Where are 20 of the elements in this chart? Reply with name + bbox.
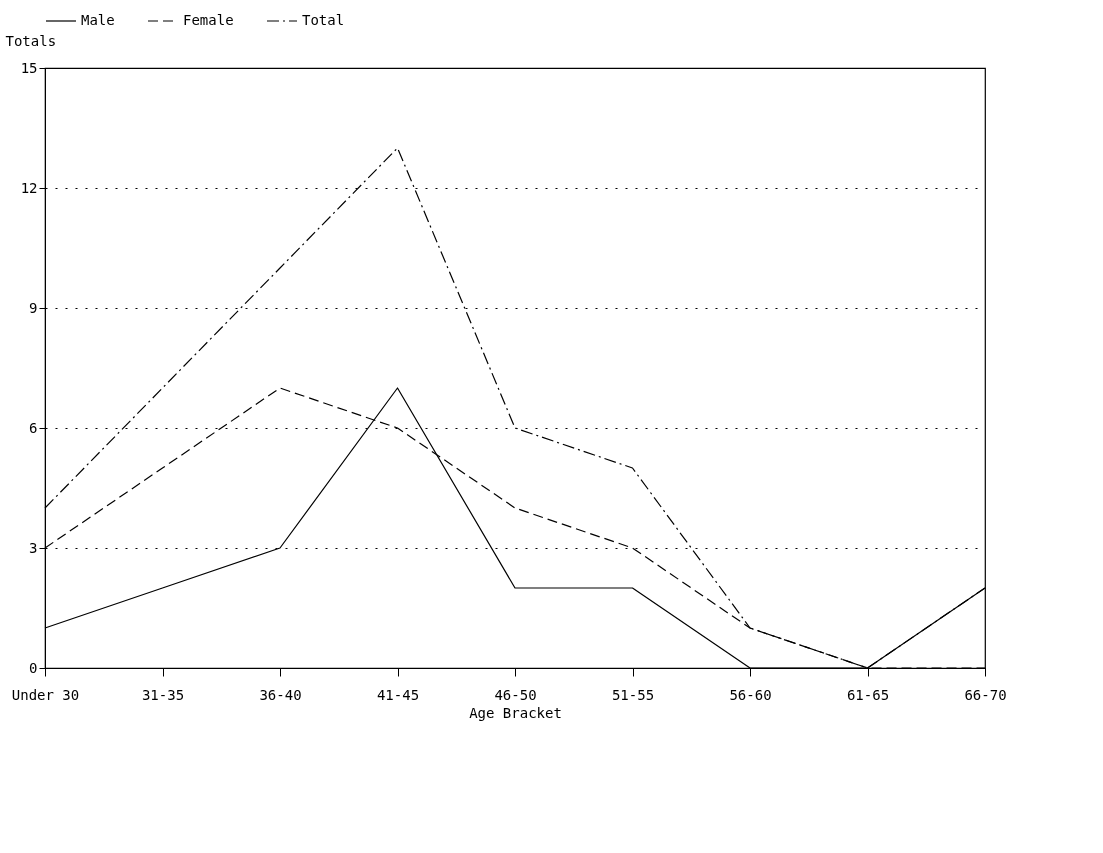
x-tick-label: 66-70 (964, 686, 1007, 703)
x-tick-label: 31-35 (141, 686, 185, 703)
y-tick-label: 12 (20, 179, 38, 196)
x-tick-label: Under 30 (11, 686, 80, 703)
x-tick-label: 41-45 (376, 686, 420, 703)
legend-label: Male (81, 12, 115, 28)
y-axis-title: Totals (5, 32, 57, 49)
y-tick-label: 15 (20, 59, 38, 76)
x-axis-title: Age Bracket (469, 704, 562, 721)
y-tick-label: 3 (29, 539, 38, 556)
x-tick-label: 61-65 (846, 686, 890, 703)
x-tick-label: 56-60 (729, 686, 772, 703)
legend-label: Female (183, 12, 234, 28)
y-tick-label: 6 (29, 419, 38, 436)
y-tick-label: 0 (29, 659, 38, 676)
y-tick-label: 9 (29, 299, 38, 316)
x-tick-label: 46-50 (494, 686, 537, 703)
x-tick-label: 51-55 (611, 686, 655, 703)
x-tick-label: 36-40 (259, 686, 302, 703)
legend-label: Total (302, 12, 345, 28)
